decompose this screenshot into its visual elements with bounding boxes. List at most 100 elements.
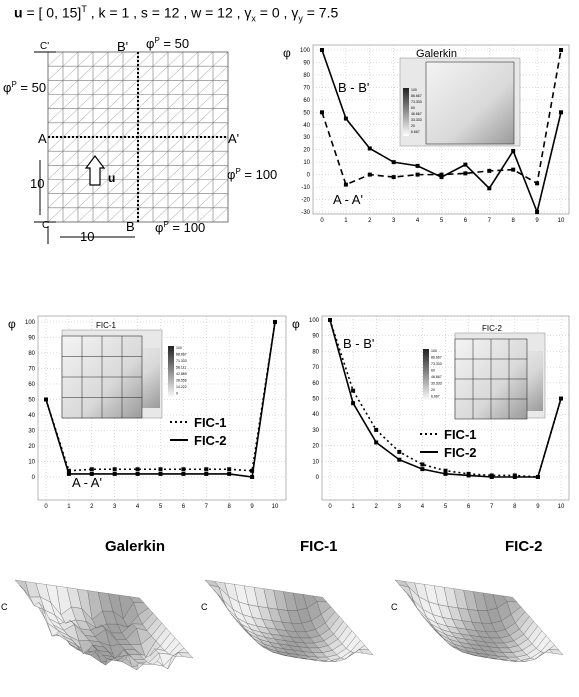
mesh-diagonal: [47, 207, 64, 223]
mesh-diagonal: [167, 179, 184, 194]
data-point: [250, 468, 255, 473]
y-tick-label: 0: [307, 173, 311, 179]
mesh-diagonal: [137, 207, 154, 223]
y-tick-label: 10: [28, 460, 35, 466]
mesh-diagonal: [152, 122, 169, 138]
chart-fic2-bb: 0 10 20 30 40 50 60 70 80 90 100 0 1 2 3 4 5 6 7 8 9 10 φ 100 86…: [292, 315, 570, 510]
data-point: [351, 401, 356, 406]
y-tick-label: 60: [312, 381, 319, 387]
mesh-diagonal: [92, 136, 109, 152]
mesh-diagonal: [167, 80, 184, 95]
dim-h-label: 10: [80, 229, 94, 244]
x-tick-label: 1: [344, 218, 348, 224]
mesh-diagonal: [62, 151, 79, 166]
mesh-diagonal: [107, 136, 124, 152]
y-tick-label: 70: [28, 367, 35, 373]
mesh-diagonal: [47, 165, 64, 180]
mesh-diagonal: [62, 193, 79, 208]
inset-legend-label: 33.333: [431, 382, 442, 386]
x-tick-label: 7: [205, 504, 209, 510]
mesh-diagonal: [122, 108, 139, 123]
data-point: [343, 182, 348, 187]
data-point: [204, 467, 209, 472]
data-point: [44, 397, 48, 402]
mesh-diagonal: [152, 51, 169, 67]
mesh-diagonal: [62, 179, 79, 194]
data-point: [112, 467, 117, 472]
x-tick-label: 1: [67, 504, 71, 510]
mesh-diagonal: [47, 66, 64, 81]
mesh-diagonal: [122, 94, 139, 109]
mesh-diagonal: [107, 80, 124, 95]
data-point: [489, 475, 494, 479]
mesh-diagonal: [137, 151, 154, 166]
mesh-diagonal: [77, 122, 94, 138]
y-tick-label: 50: [303, 110, 310, 116]
inset-colorbar: [168, 346, 174, 398]
mesh-diagonal: [122, 151, 139, 166]
phi50-top: φP = 50: [146, 36, 189, 51]
x-tick-label: 10: [558, 504, 565, 510]
mesh-diagonal: [152, 193, 169, 208]
mesh-diagonal: [92, 122, 109, 138]
mesh-diagonal: [197, 51, 214, 67]
mesh-diagonal: [107, 165, 124, 180]
curve-label: A - A': [72, 475, 102, 490]
x-tick-label: 4: [136, 504, 140, 510]
legend-label: FIC-2: [194, 433, 227, 448]
x-tick-label: 4: [416, 218, 420, 224]
data-point: [328, 318, 332, 322]
y-tick-label: 20: [28, 444, 35, 450]
surface-title-galerkin: Galerkin: [105, 538, 166, 555]
x-tick-label: 0: [44, 504, 48, 510]
data-point: [559, 110, 563, 115]
mesh-diagonal: [122, 193, 139, 208]
phi100-right: φP = 100: [227, 167, 277, 182]
c-top-label: C': [40, 41, 49, 52]
mesh-diagonal: [92, 80, 109, 95]
phi100-bottom: φP = 100: [155, 220, 205, 235]
gy-value: = 7.5: [302, 4, 339, 21]
mesh-diagonal: [122, 51, 139, 67]
data-point: [420, 467, 425, 472]
mesh-diagonal: [167, 193, 184, 208]
y-tick-label: 40: [303, 123, 310, 129]
x-tick-label: 10: [558, 218, 565, 224]
mesh-diagonal: [152, 66, 169, 81]
parameter-header: u = [ 0, 15]T , k = 1 , s = 12 , w = 12 …: [14, 4, 338, 23]
data-point: [204, 471, 209, 476]
mesh-diagonal: [137, 108, 154, 123]
inset-legend-label: 73.333: [411, 100, 422, 104]
mesh-diagonal: [122, 165, 139, 180]
data-point: [463, 162, 468, 167]
mesh-diagonal: [47, 179, 64, 194]
mesh-diagonal: [167, 165, 184, 180]
mesh-diagonal: [212, 136, 229, 152]
mesh-diagonal: [47, 122, 64, 138]
data-point: [512, 475, 517, 479]
inset-legend-label: 6.667: [411, 130, 420, 134]
mesh-diagonal: [197, 151, 214, 166]
data-point: [397, 457, 402, 462]
surface-corner-label: C: [391, 602, 398, 612]
mesh-diagonal: [197, 179, 214, 194]
x-tick-label: 3: [392, 218, 396, 224]
data-point: [439, 175, 444, 180]
data-point: [343, 116, 348, 121]
data-point: [66, 468, 71, 473]
mesh-diagonal: [137, 122, 154, 138]
mesh-diagonal: [167, 151, 184, 166]
x-tick-label: 0: [328, 504, 332, 510]
mesh-diagonal: [152, 108, 169, 123]
x-tick-label: 0: [320, 218, 324, 224]
x-tick-label: 5: [444, 504, 448, 510]
x-tick-label: 6: [182, 504, 186, 510]
inset-legend-label: 20: [431, 388, 435, 392]
mesh-diagonal: [107, 108, 124, 123]
y-tick-label: 10: [303, 160, 310, 166]
inset-legend-label: 46.667: [411, 112, 422, 116]
mesh-diagonal: [197, 207, 214, 223]
data-point: [511, 167, 516, 172]
y-tick-label: 80: [303, 73, 310, 79]
mesh-diagonal: [197, 108, 214, 123]
